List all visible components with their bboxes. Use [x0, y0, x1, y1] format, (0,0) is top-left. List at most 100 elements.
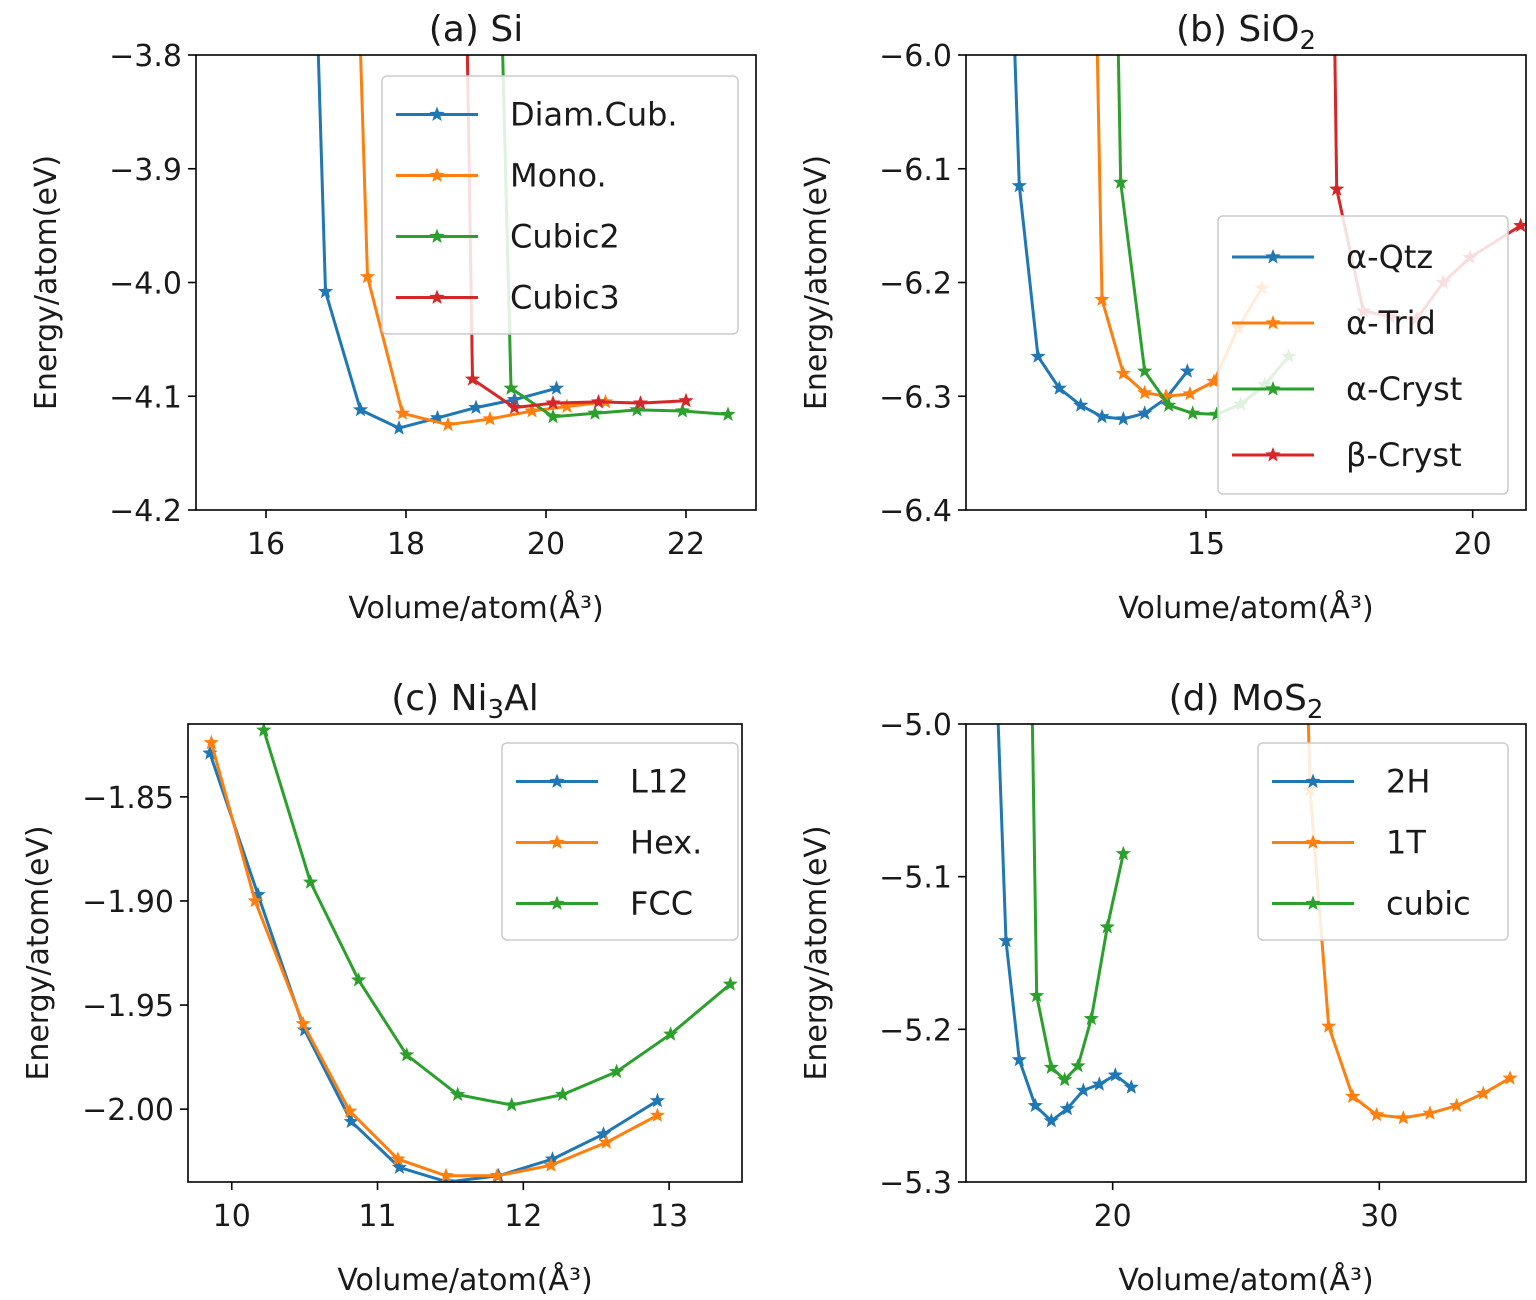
data-point [391, 420, 407, 435]
legend-label: α-Cryst [1346, 370, 1462, 408]
legend-entry: FCC [516, 885, 693, 923]
y-tick-label: −5.3 [879, 1166, 952, 1201]
y-tick-label: −4.1 [109, 380, 182, 415]
panel-title-subscript: 2 [1300, 26, 1317, 56]
data-point [317, 283, 334, 299]
x-tick-label: 10 [213, 1199, 251, 1234]
legend-label: α-Trid [1346, 304, 1436, 342]
data-point [1115, 845, 1131, 861]
legend-entry: Cubic2 [396, 218, 620, 256]
data-point [587, 405, 603, 420]
x-axis-label: Volume/atom(Å³) [1118, 1262, 1373, 1298]
series-Cubic3 [464, 55, 694, 415]
data-point [1022, 563, 1037, 578]
data-point [1502, 1070, 1518, 1085]
data-point [595, 1126, 612, 1141]
x-axis-label: Volume/atom(Å³) [1118, 590, 1373, 626]
legend-entry: α-Cryst [1232, 370, 1462, 408]
panel-title-subscript: 2 [1307, 695, 1324, 725]
data-point [429, 409, 446, 425]
data-point [545, 408, 561, 424]
series-line [209, 742, 659, 1178]
legend-entry: Mono. [396, 157, 607, 195]
y-tick-label: −6.0 [879, 39, 952, 74]
x-tick-label: 20 [1094, 1199, 1132, 1234]
series-line [262, 729, 732, 1107]
data-point [1091, 1076, 1107, 1091]
x-tick-label: 20 [1454, 527, 1492, 562]
series-line [1013, 55, 1189, 421]
y-tick-label: −1.90 [82, 885, 174, 920]
panel-title: (c) Ni3Al [391, 678, 538, 725]
series-2H [996, 724, 1139, 1128]
panel-d: (d) MoS2 Volume/atom(Å³) Energy/atom(eV)… [799, 563, 1527, 1298]
y-tick-label: −3.9 [109, 153, 182, 188]
legend-label: Hex. [630, 824, 702, 862]
data-point [663, 1026, 679, 1041]
y-tick-label: −1.85 [82, 781, 174, 816]
legend-marker [1305, 834, 1321, 849]
legend-marker [429, 167, 445, 182]
data-point [559, 398, 575, 413]
panel-b: (b) SiO2 Volume/atom(Å³) Energy/atom(eV)… [799, 9, 1527, 626]
data-point [722, 976, 738, 991]
panel-c: (c) Ni3Al Volume/atom(Å³) Energy/atom(eV… [21, 678, 743, 1298]
legend-marker [1305, 895, 1321, 910]
plot-area [996, 563, 1518, 1128]
x-tick-label: 16 [247, 527, 285, 562]
axis-ticks: 10 11 12 13 −2.00 −1.95 −1.90 −1.85 [82, 781, 688, 1234]
panel-title-main: (a) Si [429, 9, 523, 50]
data-point [247, 893, 263, 908]
data-point [544, 1151, 561, 1166]
series-line [359, 55, 606, 427]
data-point [1475, 1085, 1491, 1100]
legend-entry: 1T [1272, 824, 1426, 862]
y-tick-label: −3.8 [109, 39, 182, 74]
panel-title-suffix: Al [504, 678, 539, 719]
data-point [1209, 406, 1225, 421]
data-point [506, 391, 523, 407]
data-point [1179, 363, 1195, 378]
data-point [506, 399, 523, 415]
data-point [504, 1097, 520, 1112]
y-axis-label: Energy/atom(eV) [799, 825, 834, 1080]
data-point [438, 1167, 454, 1182]
x-tick-label: 30 [1360, 1199, 1398, 1234]
y-axis-label: Energy/atom(eV) [799, 155, 834, 410]
series-Diam.Cub. [316, 55, 565, 435]
legend-marker [429, 106, 445, 121]
legend-entry: α-Qtz [1232, 238, 1433, 276]
legend-marker [1265, 315, 1281, 330]
x-axis-label: Volume/atom(Å³) [348, 590, 603, 626]
data-point [998, 932, 1014, 948]
data-point [1137, 363, 1153, 378]
data-point [674, 403, 691, 418]
data-point [1297, 563, 1312, 578]
legend-entry: Diam.Cub. [396, 96, 678, 134]
legend: L12 Hex. FCC [501, 742, 739, 941]
data-point [632, 395, 649, 410]
axes-frame [195, 54, 757, 511]
panel-a: (a) Si Volume/atom(Å³) Energy/atom(eV) 1… [29, 9, 757, 626]
data-point [464, 371, 481, 386]
y-tick-label: −5.1 [879, 861, 952, 896]
data-point [1123, 1079, 1139, 1094]
data-point [1115, 411, 1131, 426]
legend-label: 2H [1386, 763, 1430, 801]
data-point [524, 403, 540, 418]
data-point [590, 393, 607, 409]
data-point [1094, 291, 1110, 306]
data-point [1011, 177, 1027, 193]
data-point [1329, 181, 1345, 196]
data-point [1369, 1106, 1385, 1122]
x-tick-label: 20 [527, 527, 565, 562]
series-α-Qtz [1011, 55, 1195, 426]
legend-label: cubic [1386, 885, 1471, 923]
y-tick-label: −6.3 [879, 380, 952, 415]
panel-title-main: (d) MoS [1169, 678, 1307, 719]
legend-marker [1265, 249, 1281, 264]
legend-label: Mono. [510, 157, 607, 195]
data-point [629, 401, 645, 417]
legend: 2H 1T cubic [1257, 742, 1509, 941]
data-point [1185, 405, 1201, 420]
